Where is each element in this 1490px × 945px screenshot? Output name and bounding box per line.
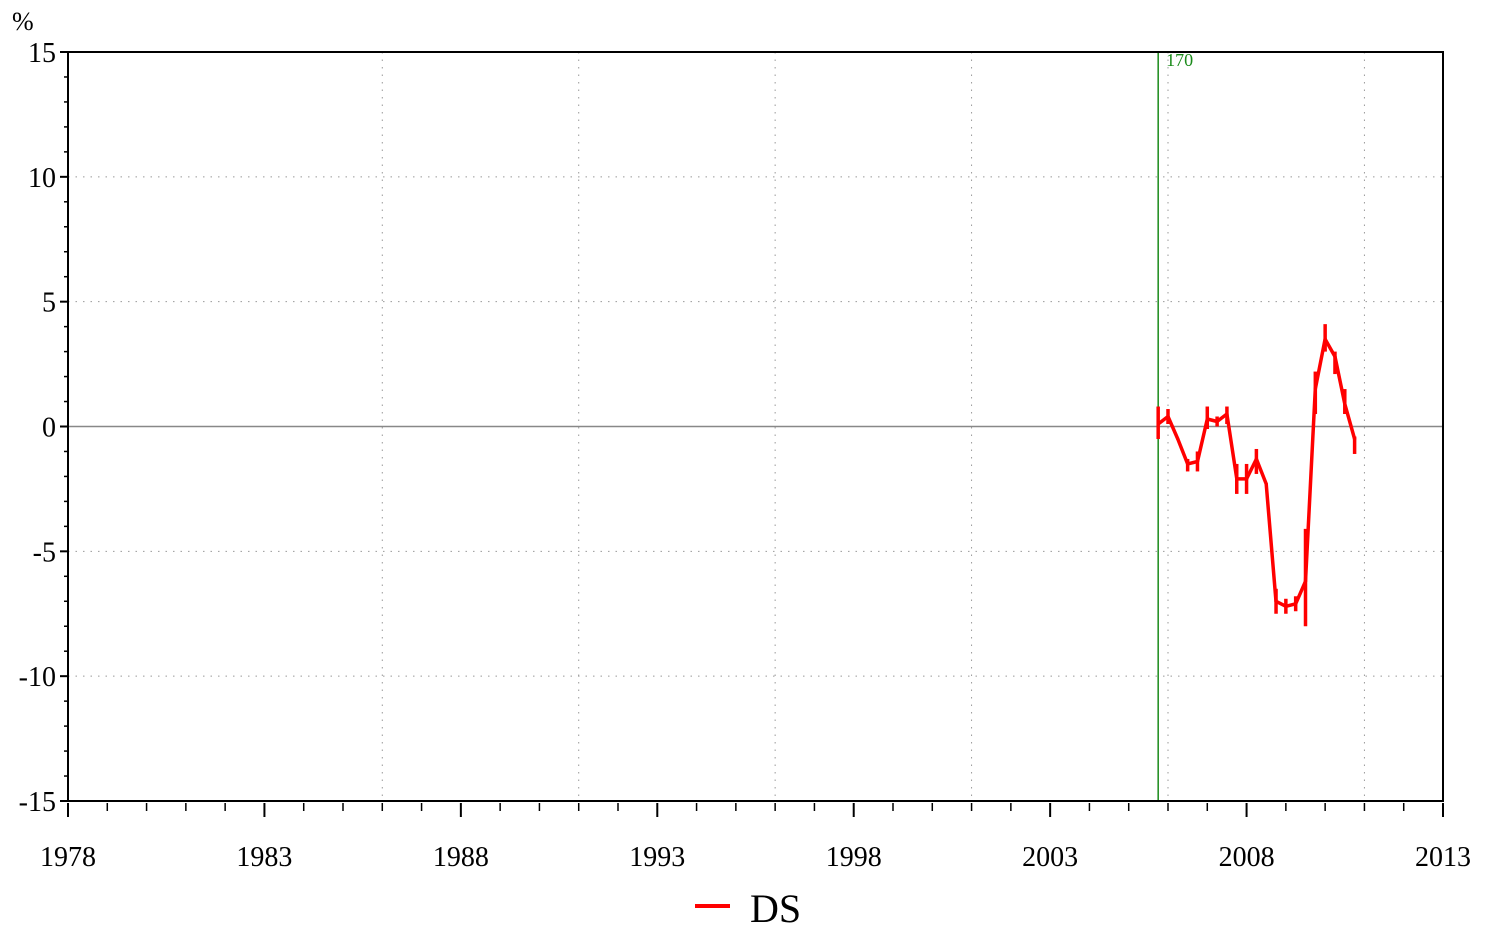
series-point xyxy=(1156,422,1160,426)
series-point xyxy=(1294,602,1298,606)
x-tick-label: 1993 xyxy=(629,842,685,873)
series-point xyxy=(1176,437,1180,441)
x-tick-label: 1983 xyxy=(236,842,292,873)
y-tick-label: -15 xyxy=(19,787,56,818)
series-point xyxy=(1264,482,1268,486)
series-layer xyxy=(1156,324,1357,627)
y-tick-label: 5 xyxy=(42,288,56,319)
series-point xyxy=(1186,462,1190,466)
series-point xyxy=(1166,414,1170,419)
series-point xyxy=(1205,417,1209,421)
series-point xyxy=(1353,437,1357,441)
series-point xyxy=(1244,477,1249,481)
x-axis: 1978 1983 1988 1993 1998 2003 2008 2013 xyxy=(40,803,1471,873)
y-tick-label: -10 xyxy=(19,662,56,693)
series-point xyxy=(1313,387,1317,391)
series-point xyxy=(1303,579,1308,583)
x-tick-label: 1998 xyxy=(826,842,882,873)
y-axis: -15 -10 -5 0 5 10 15 xyxy=(19,38,68,818)
legend-label: DS xyxy=(750,886,801,931)
series-point xyxy=(1254,457,1258,461)
x-tick-label: 1978 xyxy=(40,842,96,873)
series-point xyxy=(1274,599,1278,603)
x-tick-label: 2003 xyxy=(1022,842,1078,873)
y-unit-label: % xyxy=(12,7,34,36)
y-tick-label: 10 xyxy=(28,163,56,194)
x-tick-label: 2013 xyxy=(1415,842,1471,873)
annotation-label: 170 xyxy=(1166,50,1193,70)
x-tick-label: 1988 xyxy=(433,842,489,873)
legend: DS xyxy=(695,886,801,931)
series-point xyxy=(1215,419,1219,424)
series-point xyxy=(1343,402,1347,406)
y-tick-label: -5 xyxy=(33,537,56,568)
annotation-layer: 170 xyxy=(1157,50,1193,801)
series-point xyxy=(1284,604,1288,608)
x-tick-label: 2008 xyxy=(1219,842,1275,873)
series-point xyxy=(1225,412,1229,416)
series-point xyxy=(1333,354,1337,359)
series-point xyxy=(1235,477,1239,481)
y-tick-label: 15 xyxy=(28,38,56,69)
series-point xyxy=(1323,337,1327,341)
series-point xyxy=(1195,459,1200,464)
y-tick-label: 0 xyxy=(42,413,56,444)
